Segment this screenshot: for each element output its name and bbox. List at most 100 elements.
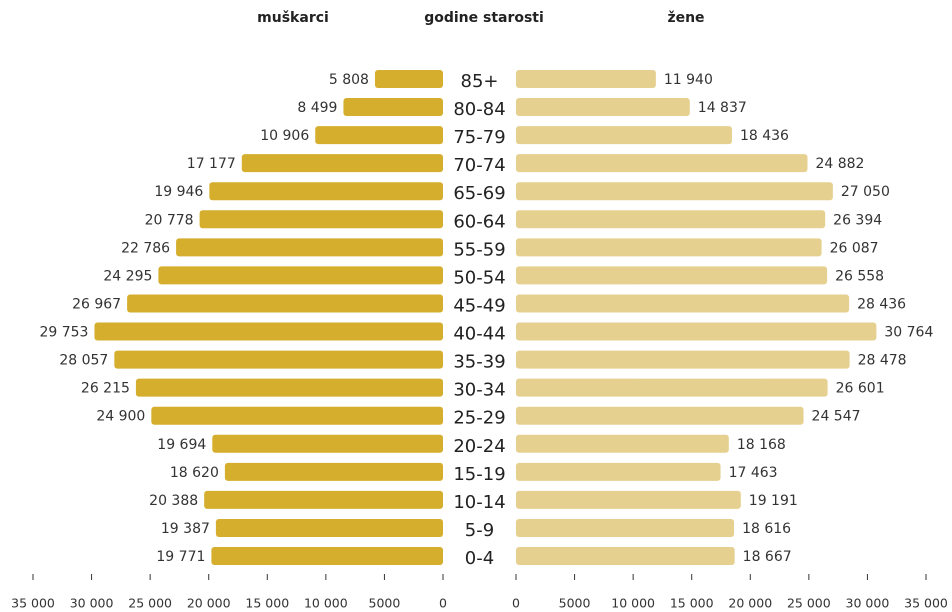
right-tick-label: 20 000 [728,596,772,611]
category-label: 75-79 [453,127,505,148]
value-label: 18 168 [737,437,786,453]
value-label: 20 778 [145,212,194,228]
male-bar [212,434,443,453]
left-tick-label: 25 000 [128,596,172,611]
category-label: 70-74 [453,155,505,176]
right-header: žene [667,10,704,26]
value-label: 26 558 [835,268,884,284]
male-bar [151,406,444,425]
left-tick-label: 35 000 [11,596,55,611]
male-bar [176,238,443,257]
female-bar [516,462,721,481]
female-bar [516,518,735,537]
category-label: 45-49 [453,295,505,316]
male-bar [199,210,443,229]
left-tick-label: 0 [439,596,447,611]
value-label: 19 771 [156,549,205,565]
value-label: 26 394 [833,212,882,228]
value-label: 20 388 [149,493,198,509]
value-label: 26 967 [72,296,121,312]
category-label: 20-24 [453,436,505,457]
value-label: 28 478 [858,353,907,369]
left-tick-label: 20 000 [187,596,231,611]
category-label: 60-64 [453,211,505,232]
value-label: 18 436 [740,128,789,144]
category-label: 40-44 [453,324,505,345]
male-bar [135,378,443,397]
value-label: 19 946 [154,184,203,200]
value-label: 28 436 [857,296,906,312]
female-bar [516,406,804,425]
value-label: 30 764 [884,325,933,341]
category-label: 5-9 [465,520,494,541]
value-label: 19 191 [749,493,798,509]
category-label: 25-29 [453,408,505,429]
female-bar [516,350,850,369]
female-bar [516,238,822,257]
category-label: 50-54 [453,267,505,288]
right-tick-label: 10 000 [611,596,655,611]
male-bar [209,182,443,201]
female-bar [516,547,735,566]
female-bar [516,378,828,397]
male-bar [315,126,443,145]
value-label: 24 882 [815,156,864,172]
male-bar [343,98,443,117]
value-label: 17 463 [729,465,778,481]
value-label: 19 694 [157,437,206,453]
category-label: 0-4 [465,548,494,569]
right-tick-label: 5000 [559,596,591,611]
female-bar [516,210,826,229]
value-label: 19 387 [161,521,210,537]
left-tick-label: 30 000 [70,596,114,611]
female-bar [516,98,690,117]
left-tick-label: 5000 [369,596,401,611]
value-label: 26 087 [830,240,879,256]
male-bar [204,490,443,509]
category-label: 55-59 [453,239,505,260]
value-label: 27 050 [841,184,890,200]
female-bar [516,294,850,313]
male-bar [224,462,443,481]
male-bar [158,266,443,285]
value-label: 17 177 [187,156,236,172]
category-label: 65-69 [453,183,505,204]
category-label: 30-34 [453,380,505,401]
category-label: 35-39 [453,352,505,373]
female-bar [516,490,741,509]
category-label: 80-84 [453,99,505,120]
value-label: 18 620 [170,465,219,481]
female-bar [516,434,729,453]
male-bar [241,154,443,173]
value-label: 5 808 [329,72,369,88]
value-label: 11 940 [664,72,713,88]
male-bar [215,518,443,537]
right-tick-label: 35 000 [904,596,948,611]
value-label: 26 215 [81,381,130,397]
category-label: 85+ [461,71,499,92]
value-label: 18 667 [743,549,792,565]
male-bar [94,322,444,341]
value-label: 10 906 [260,128,309,144]
right-tick-label: 15 000 [670,596,714,611]
category-label: 10-14 [453,492,505,513]
female-bar [516,154,808,173]
value-label: 28 057 [59,353,108,369]
male-bar [211,547,443,566]
female-bar [516,322,877,341]
right-tick-label: 0 [512,596,520,611]
value-label: 26 601 [836,381,885,397]
value-label: 14 837 [698,100,747,116]
male-bar [114,350,444,369]
left-tick-label: 15 000 [245,596,289,611]
left-tick-label: 10 000 [304,596,348,611]
right-tick-label: 30 000 [846,596,890,611]
center-header: godine starosti [424,10,544,26]
female-bar [516,70,656,88]
right-tick-label: 25 000 [787,596,831,611]
value-label: 24 547 [812,409,861,425]
value-label: 8 499 [297,100,337,116]
value-label: 22 786 [121,240,170,256]
female-bar [516,182,833,201]
